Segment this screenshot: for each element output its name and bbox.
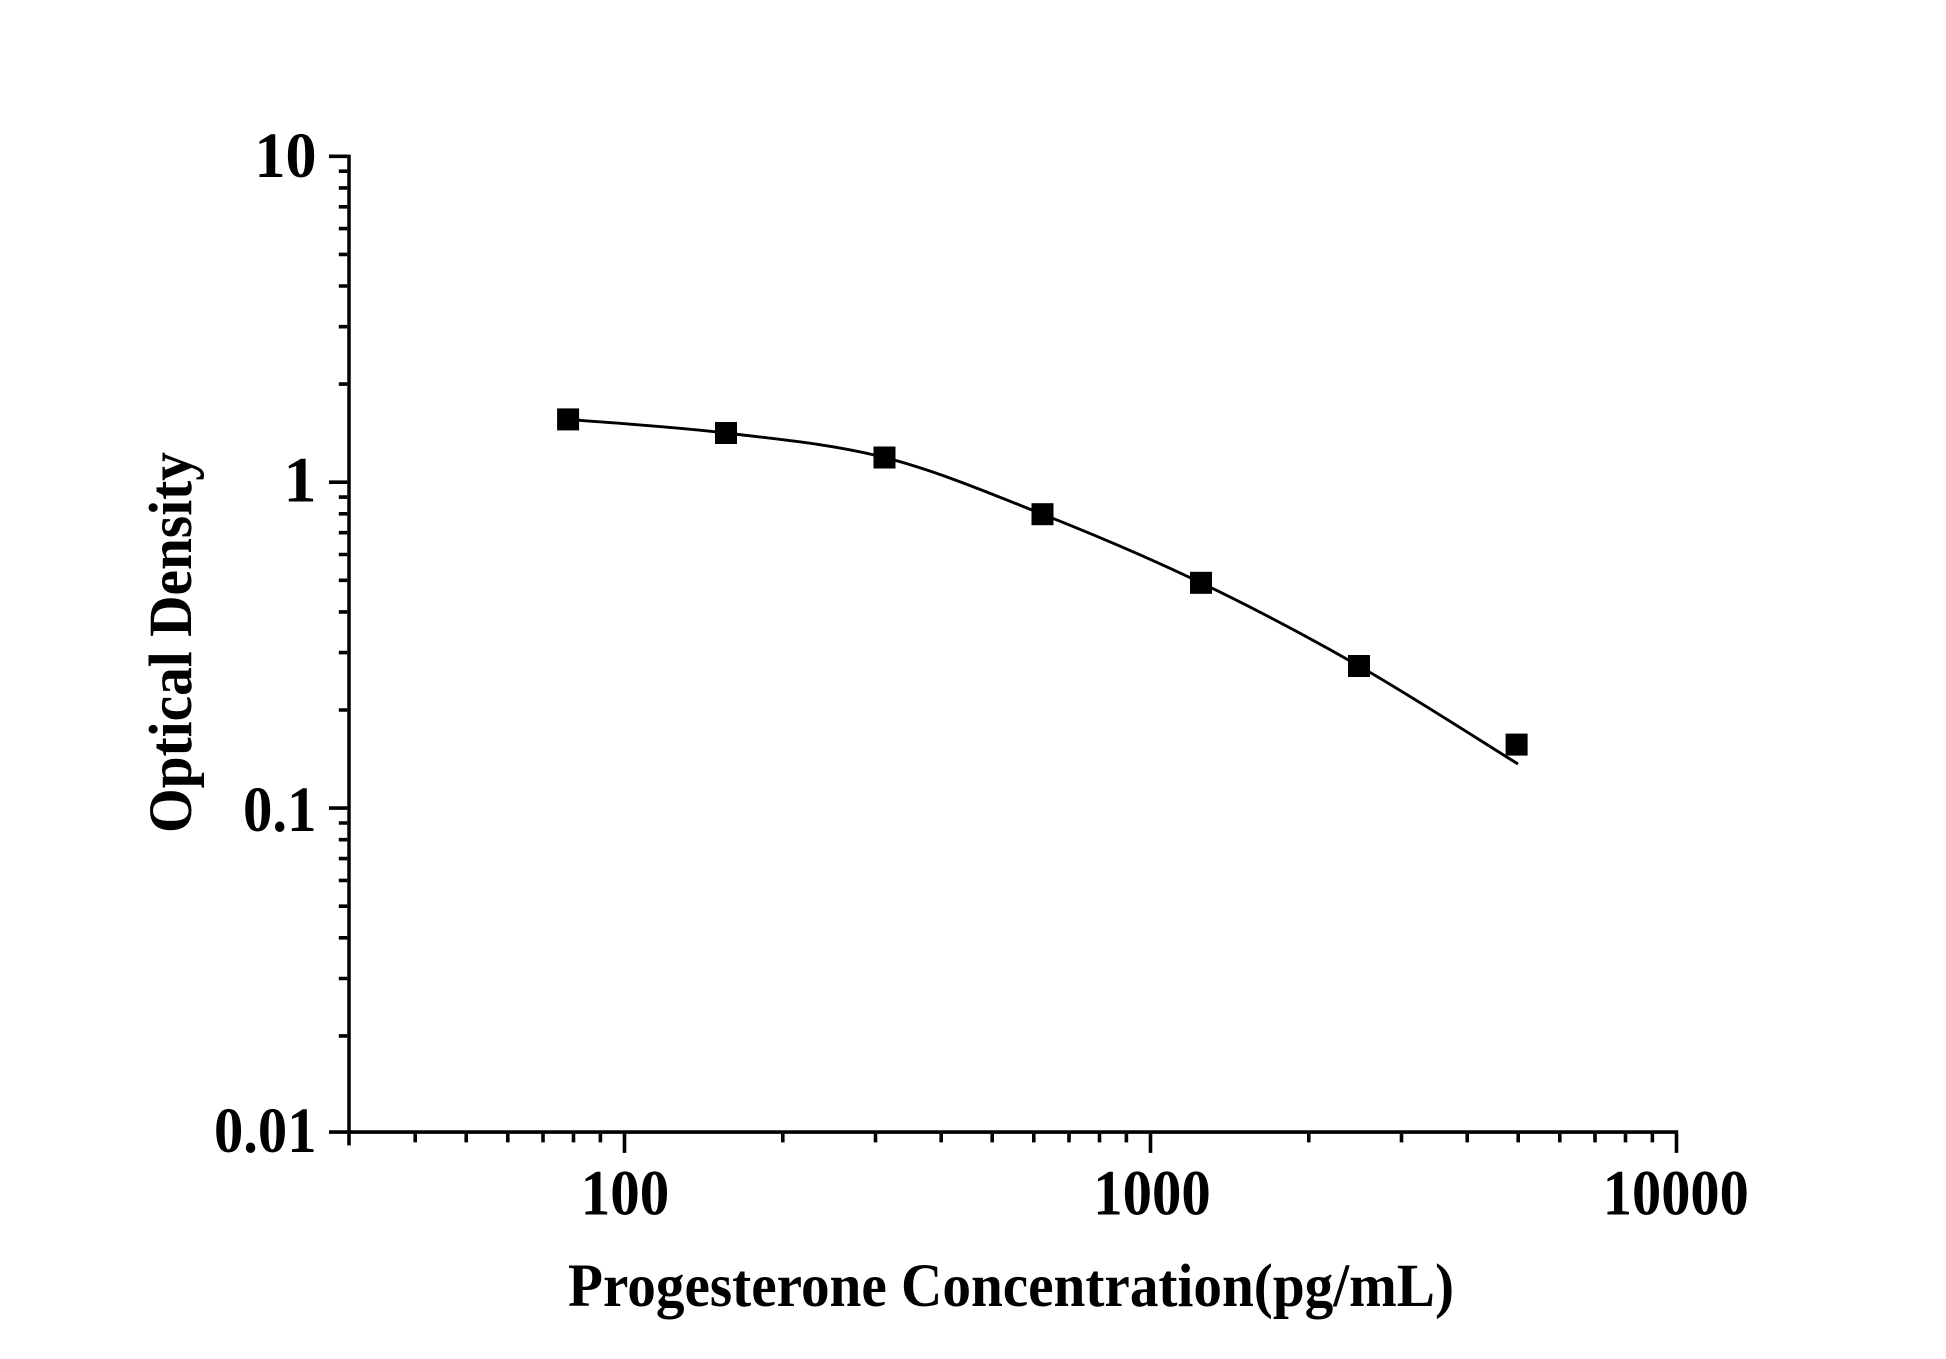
svg-text:0.01: 0.01 — [214, 1095, 317, 1166]
svg-text:1: 1 — [284, 445, 317, 516]
svg-text:100: 100 — [581, 1158, 670, 1229]
svg-text:10000: 10000 — [1603, 1158, 1749, 1229]
svg-text:10: 10 — [255, 120, 317, 191]
svg-text:Optical Density: Optical Density — [138, 452, 205, 833]
svg-text:Progesterone Concentration(pg/: Progesterone Concentration(pg/mL) — [568, 1253, 1454, 1320]
svg-text:0.1: 0.1 — [243, 774, 317, 845]
svg-text:1000: 1000 — [1093, 1158, 1211, 1229]
